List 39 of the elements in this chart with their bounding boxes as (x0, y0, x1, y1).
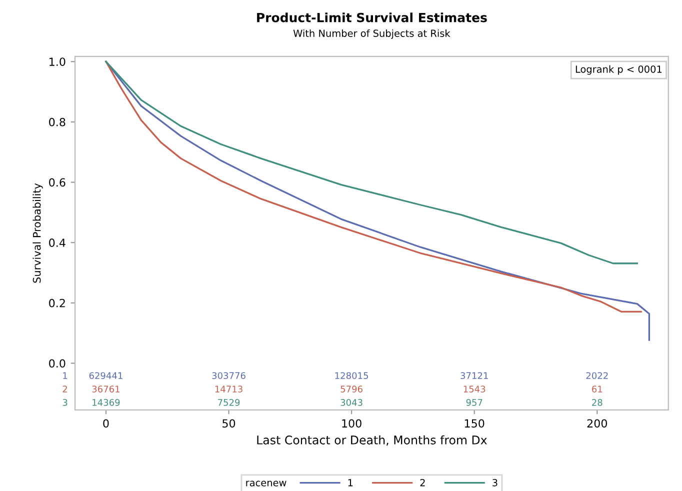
text: 3 (62, 399, 68, 406)
chart-subtitle: With Number of Subjects at Risk (293, 29, 450, 39)
annotation: 303776 (212, 372, 246, 380)
annotation: 14713 (215, 386, 242, 392)
annotation: 7529 (218, 399, 240, 406)
annotation: 61 (592, 386, 602, 392)
annotation: 3043 (340, 399, 362, 406)
annotation: 14369 (92, 399, 120, 406)
x-tick-label: 200 (587, 419, 608, 428)
chart-title: Product-Limit Survival Estimates (257, 12, 487, 22)
annotation: 629441 (89, 372, 122, 380)
annotation: 128015 (335, 372, 368, 380)
y-tick-label: 0.4 (49, 238, 66, 247)
legend-title: racenew (246, 480, 286, 486)
x-axis-title: Last Contact or Death, Months from Dx (257, 435, 487, 446)
y-axis-title: Survival Probability (32, 183, 43, 283)
x-tick-label: 150 (464, 419, 484, 428)
x-tick-label: 50 (222, 419, 236, 428)
x-tick-label: 0 (103, 419, 109, 428)
annotation: 36761 (92, 386, 120, 392)
annotation: 957 (466, 399, 482, 406)
y-tick-label: 1.0 (50, 58, 66, 66)
y-tick-label: 0.2 (49, 298, 65, 308)
annotation: 1543 (464, 386, 486, 392)
y-tick-label: 0.6 (49, 178, 66, 187)
annotation: 5796 (340, 386, 362, 392)
line-series (105, 60, 638, 264)
annotation: 37121 (460, 372, 488, 380)
legend-label: 2 (420, 479, 425, 486)
annotation: 28 (592, 399, 602, 406)
text: 2 (62, 386, 67, 392)
legend-label: 1 (348, 479, 353, 486)
x-tick-label: 100 (342, 419, 362, 428)
y-tick-label: 0.0 (49, 359, 66, 368)
y-tick-label: 0.8 (49, 118, 66, 126)
legend-label: 3 (492, 479, 498, 486)
text: 1 (63, 372, 68, 379)
annotation: 2022 (586, 372, 608, 380)
annotation: Logrank p < 0001 (576, 65, 662, 75)
